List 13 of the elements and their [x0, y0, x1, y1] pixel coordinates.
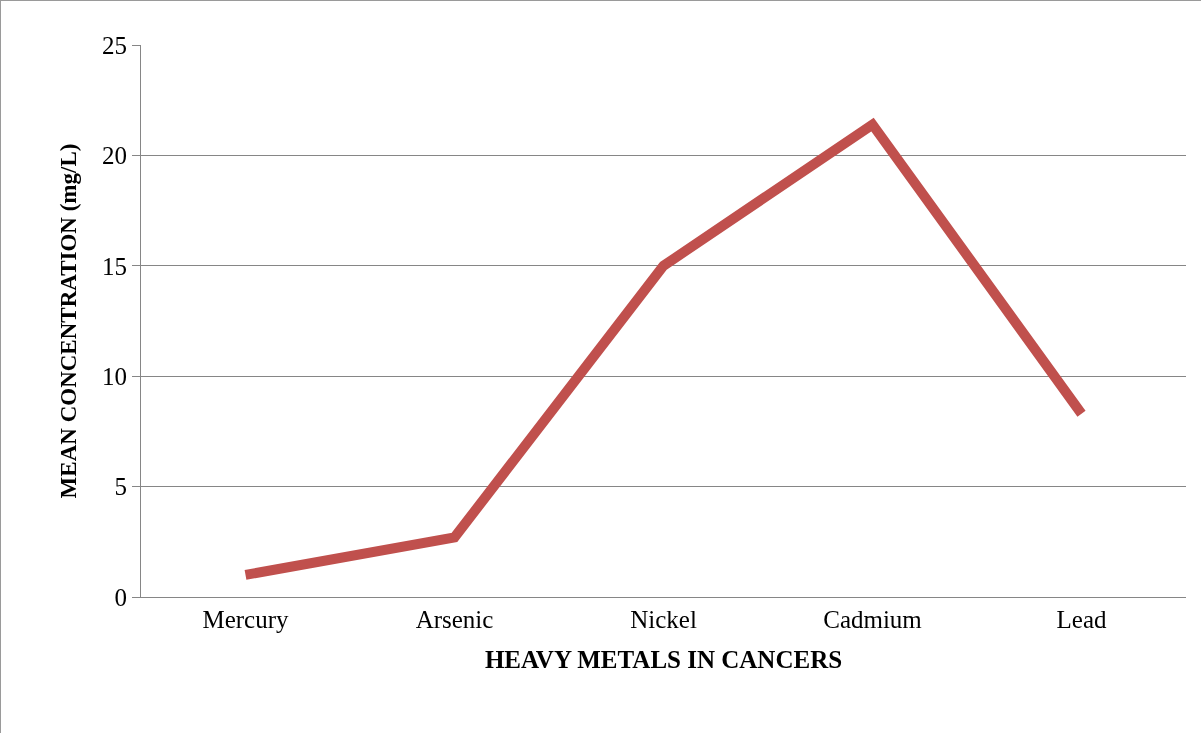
- x-tick-label: Arsenic: [415, 606, 494, 633]
- y-tick-label: 15: [102, 252, 127, 280]
- x-tick-label: Nickel: [630, 606, 697, 633]
- x-tick-label: Mercury: [202, 606, 290, 633]
- x-axis-title: HEAVY METALS IN CANCERS: [484, 646, 843, 673]
- y-tick-label: 25: [102, 31, 127, 59]
- x-tick-label: Cadmium: [823, 606, 923, 633]
- y-tick-label: 5: [114, 473, 127, 501]
- y-tick-label: 20: [102, 142, 127, 170]
- y-tick-label: 0: [114, 583, 127, 611]
- y-tick-label: 10: [102, 362, 127, 390]
- x-tick-label: Lead: [1056, 606, 1107, 633]
- y-axis-title: MEAN CONCENTRATION (mg/L): [56, 143, 82, 499]
